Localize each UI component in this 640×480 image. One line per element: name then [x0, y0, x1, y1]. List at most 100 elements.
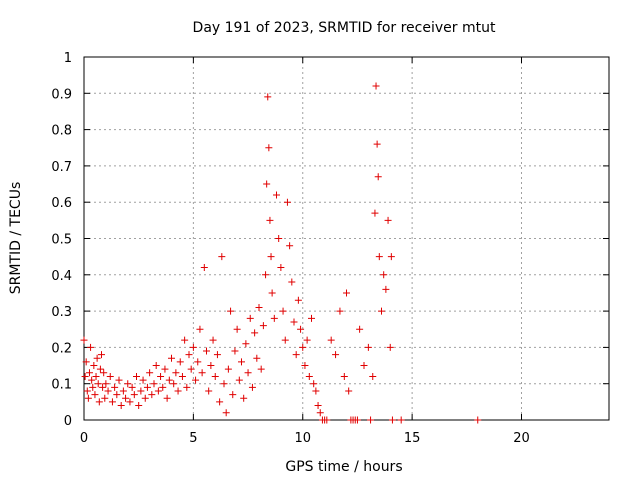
data-point: [119, 387, 127, 395]
data-point: [297, 325, 305, 333]
y-tick-label: 0.4: [51, 269, 72, 284]
data-point: [373, 140, 381, 148]
data-point: [222, 409, 230, 417]
data-point: [117, 401, 125, 409]
data-point: [185, 351, 193, 359]
data-point: [345, 387, 353, 395]
data-point: [154, 387, 162, 395]
data-point: [380, 271, 388, 279]
data-point: [235, 376, 243, 384]
data-point: [174, 387, 182, 395]
x-tick-label: 10: [294, 431, 311, 446]
data-point: [213, 351, 221, 359]
y-tick-label: 0: [64, 414, 72, 429]
data-point: [220, 380, 228, 388]
data-point: [246, 314, 254, 322]
data-point: [233, 325, 241, 333]
data-point: [135, 401, 143, 409]
data-point: [227, 307, 235, 315]
y-tick-label: 0.2: [51, 341, 72, 356]
data-point: [251, 329, 259, 337]
data-point: [388, 416, 396, 424]
data-point: [84, 394, 92, 402]
y-axis-title: SRMTID / TECUs: [8, 182, 24, 295]
data-point: [375, 253, 383, 261]
data-point: [93, 354, 101, 362]
data-point: [257, 365, 265, 373]
data-point: [92, 372, 100, 380]
data-point: [384, 216, 392, 224]
data-point: [248, 383, 256, 391]
data-point: [168, 354, 175, 362]
data-point: [98, 351, 105, 359]
data-points: [80, 82, 482, 424]
data-point: [159, 383, 167, 391]
data-point: [126, 398, 134, 406]
data-point: [264, 93, 272, 101]
data-point: [231, 347, 239, 355]
data-point: [130, 391, 138, 399]
data-point: [82, 358, 90, 366]
data-point: [113, 391, 121, 399]
data-point: [397, 416, 405, 424]
data-point: [281, 336, 289, 344]
x-tick-label: 20: [513, 431, 530, 446]
data-point: [238, 358, 245, 366]
y-tick-label: 0.7: [51, 160, 72, 175]
data-point: [323, 416, 331, 424]
data-point: [128, 383, 136, 391]
y-tick-label: 0.3: [51, 305, 72, 320]
data-point: [207, 362, 215, 370]
data-point: [277, 264, 285, 272]
y-tick-label: 1: [64, 51, 72, 66]
data-point: [96, 365, 104, 373]
data-point: [95, 398, 103, 406]
y-tick-label: 0.9: [51, 87, 72, 102]
y-tick-label: 0.6: [51, 196, 72, 211]
data-point: [170, 380, 178, 388]
data-point: [146, 369, 154, 377]
data-point: [189, 343, 197, 351]
data-point: [192, 376, 200, 384]
data-point: [299, 343, 307, 351]
data-point: [372, 82, 380, 90]
data-point: [176, 358, 184, 366]
data-point: [387, 253, 395, 261]
data-point: [294, 296, 302, 304]
data-point: [209, 336, 217, 344]
data-point: [100, 369, 108, 377]
data-point: [353, 416, 361, 424]
data-point: [378, 307, 385, 315]
data-point: [218, 253, 226, 261]
data-point: [157, 372, 165, 380]
data-point: [367, 416, 375, 424]
data-point: [288, 278, 296, 286]
data-point: [360, 362, 368, 370]
data-point: [327, 336, 335, 344]
x-tick-label: 15: [404, 431, 421, 446]
data-point: [139, 376, 147, 384]
data-point: [196, 325, 204, 333]
data-point: [263, 180, 271, 188]
data-point: [262, 271, 270, 279]
data-point: [332, 351, 340, 359]
data-point: [386, 343, 394, 351]
data-point: [178, 372, 186, 380]
data-point: [374, 173, 382, 181]
data-point: [292, 351, 300, 359]
data-point: [85, 369, 93, 377]
y-tick-label: 0.5: [51, 233, 72, 248]
data-point: [343, 289, 350, 297]
data-point: [303, 336, 311, 344]
data-point: [81, 372, 89, 380]
data-point: [88, 376, 96, 384]
data-point: [305, 372, 313, 380]
data-point: [89, 383, 97, 391]
data-point: [172, 369, 180, 377]
data-point: [122, 394, 130, 402]
data-point: [90, 362, 98, 370]
data-point: [275, 235, 283, 242]
data-point: [371, 209, 379, 217]
data-point: [99, 383, 107, 391]
data-point: [314, 401, 322, 409]
